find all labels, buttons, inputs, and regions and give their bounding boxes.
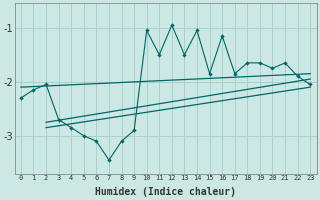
X-axis label: Humidex (Indice chaleur): Humidex (Indice chaleur) xyxy=(95,186,236,197)
